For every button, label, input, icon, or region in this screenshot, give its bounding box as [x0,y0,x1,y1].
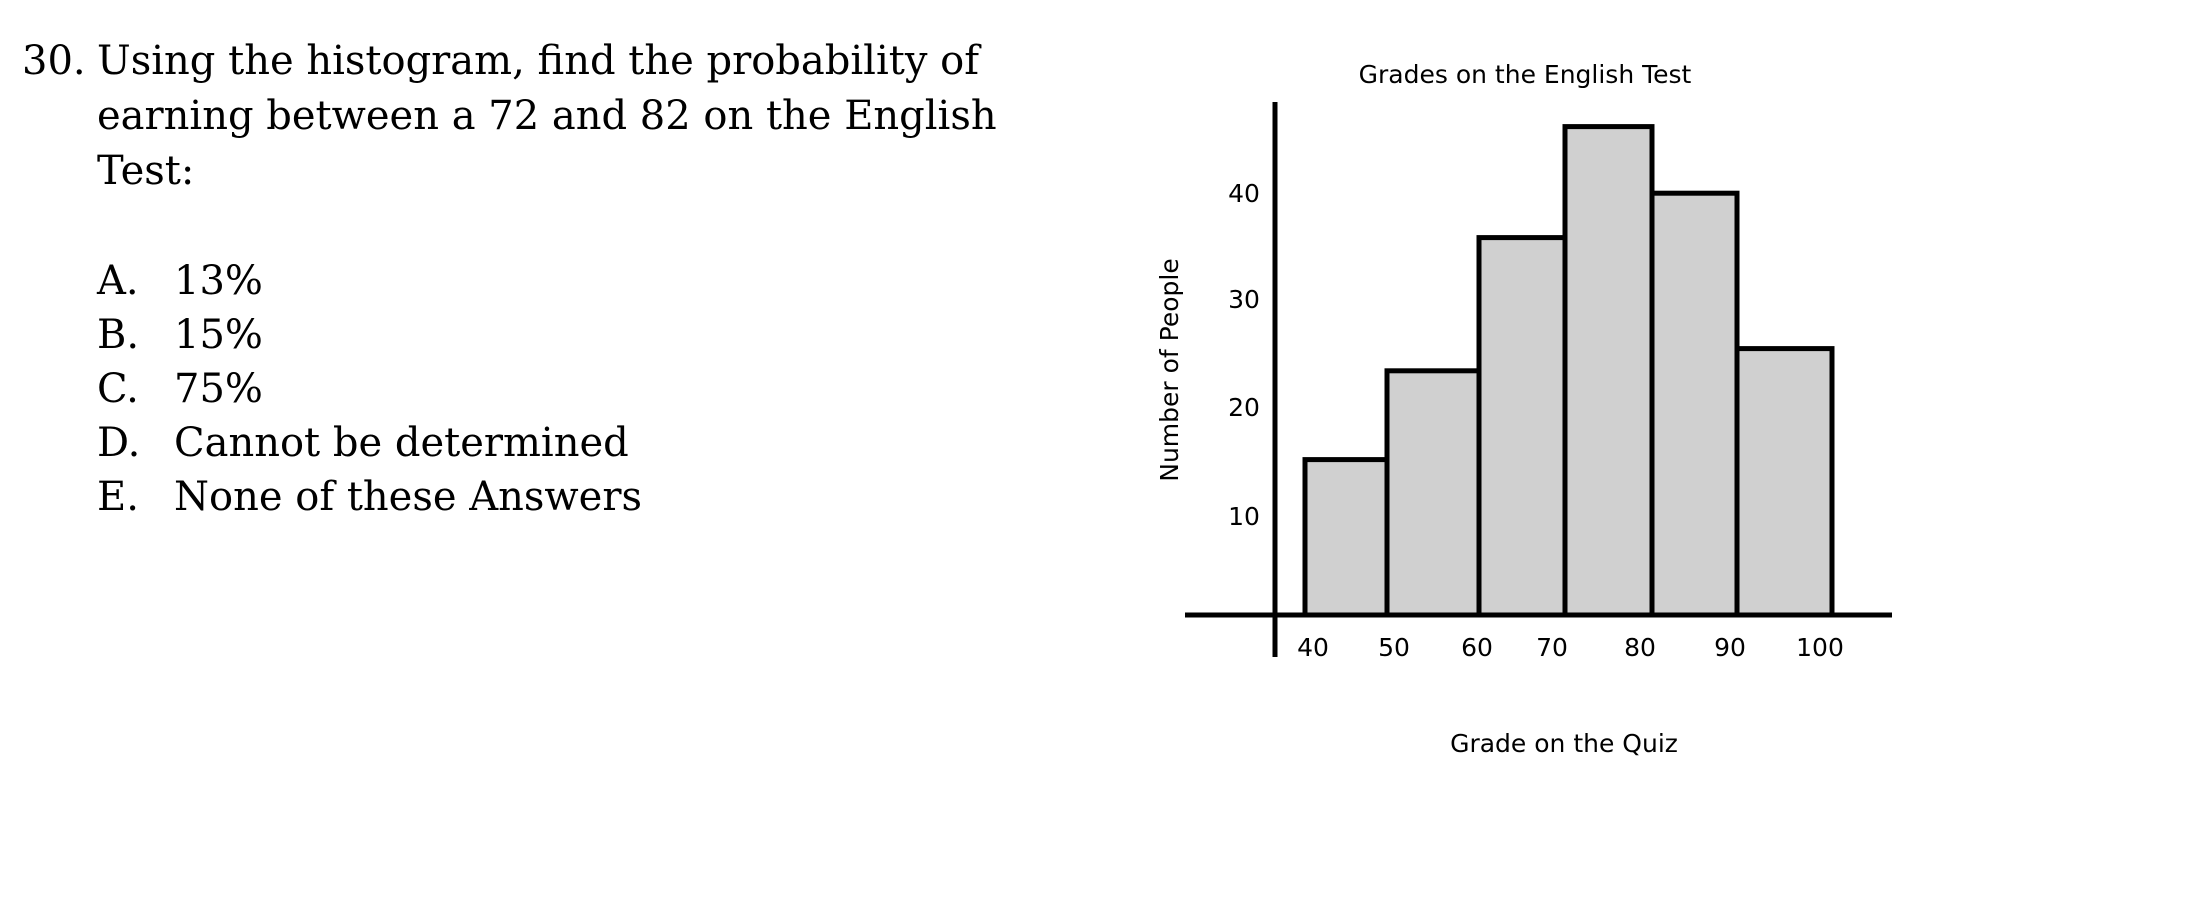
x-tick-label: 40 [1297,633,1329,662]
choice-letter: C. [97,366,139,412]
x-tick-label: 100 [1796,633,1844,662]
choice-text: 13% [174,258,263,304]
x-tick-label: 90 [1714,633,1746,662]
y-tick-label: 30 [1228,285,1260,314]
choice-text: 75% [174,366,263,412]
x-axis-label: Grade on the Quiz [1450,729,1678,758]
histogram-bar [1476,235,1568,618]
histogram-bar [1302,457,1390,618]
histogram-chart: Grades on the English Test Number of Peo… [1155,60,1892,758]
choice-letter: E. [97,474,139,520]
y-tick-label: 10 [1228,502,1260,531]
choice-letter: A. [97,258,139,304]
choice-text: Cannot be determined [174,420,629,466]
y-tick-label: 20 [1228,393,1260,422]
y-tick-label: 40 [1228,179,1260,208]
y-axis-label: Number of People [1155,258,1184,481]
x-tick-label: 50 [1378,633,1410,662]
chart-title: Grades on the English Test [1359,60,1692,89]
y-tick-labels: 10 20 30 40 [1228,179,1260,531]
histogram-bar [1734,346,1835,618]
choice-letter: D. [97,420,141,466]
x-tick-label: 80 [1624,633,1656,662]
choice-letter: B. [97,312,140,358]
bars-group [1302,124,1835,618]
choice-text: 15% [174,312,263,358]
histogram-bar [1562,124,1655,618]
x-tick-label: 70 [1536,633,1568,662]
x-tick-labels: 40 50 60 70 80 90 100 [1297,633,1844,662]
choice-text: None of these Answers [174,474,642,520]
question-text: Using the histogram, find the probabilit… [97,38,997,194]
question-number: 30. [22,38,86,84]
histogram-bar [1384,368,1482,618]
x-tick-label: 60 [1461,633,1493,662]
histogram-bar [1649,190,1740,618]
